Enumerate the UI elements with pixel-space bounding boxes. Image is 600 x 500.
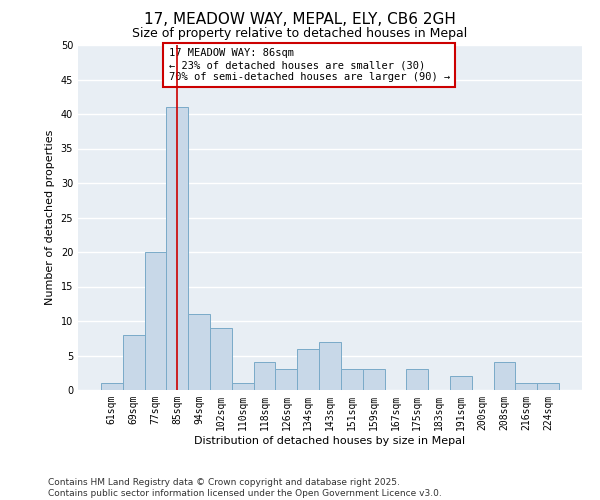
Bar — [319, 342, 341, 390]
Bar — [101, 383, 123, 390]
Text: Contains HM Land Registry data © Crown copyright and database right 2025.
Contai: Contains HM Land Registry data © Crown c… — [48, 478, 442, 498]
Bar — [123, 335, 145, 390]
Bar — [406, 370, 428, 390]
Bar — [341, 370, 363, 390]
Text: Size of property relative to detached houses in Mepal: Size of property relative to detached ho… — [133, 28, 467, 40]
Bar — [232, 383, 254, 390]
Bar — [254, 362, 275, 390]
Bar — [210, 328, 232, 390]
X-axis label: Distribution of detached houses by size in Mepal: Distribution of detached houses by size … — [194, 436, 466, 446]
Text: 17, MEADOW WAY, MEPAL, ELY, CB6 2GH: 17, MEADOW WAY, MEPAL, ELY, CB6 2GH — [144, 12, 456, 28]
Bar — [515, 383, 537, 390]
Bar — [297, 348, 319, 390]
Y-axis label: Number of detached properties: Number of detached properties — [45, 130, 55, 305]
Bar — [363, 370, 385, 390]
Bar — [166, 107, 188, 390]
Text: 17 MEADOW WAY: 86sqm
← 23% of detached houses are smaller (30)
70% of semi-detac: 17 MEADOW WAY: 86sqm ← 23% of detached h… — [169, 48, 450, 82]
Bar — [537, 383, 559, 390]
Bar — [145, 252, 166, 390]
Bar — [494, 362, 515, 390]
Bar — [188, 314, 210, 390]
Bar — [275, 370, 297, 390]
Bar — [450, 376, 472, 390]
